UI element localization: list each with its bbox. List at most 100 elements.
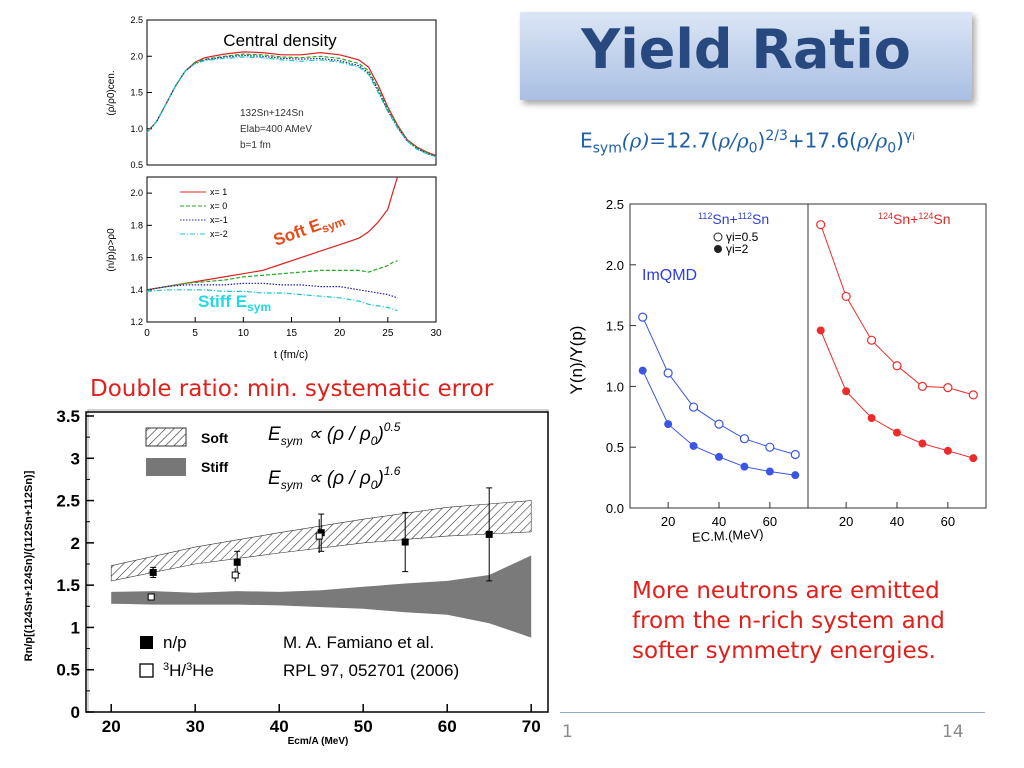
filled-point — [918, 439, 927, 448]
open-point — [688, 402, 699, 412]
footer-left-number: 1 — [562, 722, 573, 742]
lower-legend: x= 1 x= 0 x=-1 x=-2 — [180, 187, 228, 239]
ratio-ytick-label: 0 — [71, 703, 80, 722]
he-point — [315, 532, 323, 540]
open-point — [714, 419, 724, 429]
open-point — [739, 434, 750, 444]
he-sup-2: 3 — [186, 661, 192, 673]
reference-line-1: M. A. Famiano et al. — [283, 633, 434, 652]
formula-close1: ) — [757, 128, 766, 153]
rp-title-c: 124 — [918, 211, 933, 221]
left-panel-title: 112Sn+112Sn — [698, 211, 769, 227]
yield-xtick-label: 40 — [890, 514, 904, 529]
annot-line-2: Elab=400 AMeV — [240, 124, 312, 135]
yield-ratio-chart: Y(n)/Y(p) EC.M.(MeV) 112Sn+112Sn 124Sn+1… — [568, 197, 987, 545]
lower-xtick-label: 0 — [144, 328, 150, 339]
annot-line-1: 132Sn+124Sn — [240, 108, 304, 119]
legend-text-4: x=-2 — [210, 229, 228, 239]
ratio-xtick-label: 60 — [438, 717, 457, 736]
formula-rho2: ρ/ρ — [856, 128, 888, 153]
np-legend-marker — [140, 636, 153, 649]
soft-formula: Esym ∝ (ρ / ρ0)0.5 — [268, 420, 401, 448]
note-line-2: from the n-rich system and — [632, 608, 945, 634]
yield-xlabel: EC.M.(MeV) — [692, 526, 764, 545]
ratio-xtick-label: 30 — [186, 717, 205, 736]
stiff-formula-exp: 1.6 — [384, 464, 401, 478]
yield-ytick-label: 1.5 — [606, 319, 624, 334]
stiff-formula: Esym ∝ (ρ / ρ0)1.6 — [268, 464, 401, 492]
stiff-band — [111, 555, 532, 638]
reference-line-2: RPL 97, 052701 (2006) — [283, 661, 459, 680]
formula-zero2: 0 — [887, 140, 897, 157]
upper-ytick-label: 0.5 — [130, 160, 143, 170]
open-point — [841, 291, 851, 302]
formula-e: E — [580, 128, 593, 153]
ratio-ytick-label: 1 — [71, 618, 80, 637]
filled-legend-marker — [714, 245, 722, 253]
stiff-formula-zero: 0 — [371, 478, 378, 492]
formula-sub: sym — [592, 140, 622, 157]
yield-ylabel: Y(n)/Y(p) — [568, 326, 586, 395]
stiff-formula-sub: sym — [281, 478, 303, 492]
open-point — [866, 335, 877, 345]
np-line-0 — [146, 176, 399, 291]
formula-exp1: 2/3 — [765, 128, 788, 144]
formula-rho1: ρ/ρ — [718, 128, 749, 153]
yield-ytick-label: 2.5 — [606, 197, 624, 212]
density-line-x=0 — [146, 53, 437, 157]
open-point — [663, 368, 673, 378]
stiff-esym-label: Stiff Esym — [198, 292, 271, 314]
annot-line-3: b=1 fm — [240, 140, 271, 151]
lp-title-b: Sn+ — [712, 211, 737, 227]
stiff-formula-rest: ∝ (ρ / ρ — [303, 468, 371, 489]
lower-ylabel: (n/p)ρ>ρ0 — [106, 228, 117, 272]
soft-formula-sub: sym — [281, 434, 303, 448]
lower-xtick-label: 15 — [286, 328, 298, 339]
soft-legend-label: Soft — [201, 430, 229, 446]
soft-formula-rest: ∝ (ρ / ρ — [303, 424, 371, 445]
open-curve-0 — [642, 316, 796, 455]
formula-exp2-i: i — [912, 132, 916, 143]
double-ratio-chart: Rn/p[(124Sn+124Sn)/(112Sn+112Sn)] Ecm/A … — [23, 407, 549, 747]
yield-xtick-label: 20 — [839, 514, 853, 529]
filled-legend-label: γi=2 — [726, 242, 749, 256]
np-line-1 — [146, 260, 398, 291]
lower-xlabel: t (fm/c) — [274, 349, 308, 361]
filled-point — [842, 387, 851, 396]
upper-annotation: 132Sn+124Sn Elab=400 AMeV b=1 fm — [240, 108, 312, 151]
filled-point — [867, 414, 876, 423]
yield-ytick-label: 0.0 — [606, 501, 624, 516]
filled-point — [791, 471, 800, 480]
slide-title: Yield Ratio — [581, 18, 911, 81]
note-line-1: More neutrons are emitted — [632, 578, 940, 604]
ratio-xtick-label: 20 — [102, 717, 121, 736]
double-ratio-caption: Double ratio: min. systematic error — [90, 376, 494, 402]
soft-legend-swatch — [145, 427, 187, 447]
lp-title-c: 112 — [738, 211, 752, 221]
imqmd-label: ImQMD — [642, 267, 697, 284]
rp-title-d: Sn — [933, 211, 950, 227]
yield-xtick-label: 60 — [763, 514, 777, 529]
open-point — [968, 390, 978, 400]
rp-title-b: Sn+ — [893, 211, 918, 227]
he-legend-label: 3H/3He — [163, 661, 214, 680]
lower-xtick-label: 25 — [382, 328, 394, 339]
upper-title: Central density — [223, 31, 337, 50]
filled-point — [969, 454, 978, 463]
lower-xtick-label: 30 — [430, 328, 442, 339]
filled-point — [740, 462, 749, 471]
ratio-ytick-label: 3.5 — [56, 407, 80, 426]
central-density-chart: Central density 132Sn+124Sn Elab=400 AMe… — [106, 15, 442, 361]
filled-point — [664, 420, 673, 429]
lower-xtick-label: 10 — [238, 328, 250, 339]
np-point — [149, 568, 157, 576]
formula-plus: + — [787, 128, 805, 153]
stiff-legend-label: Stiff — [201, 459, 229, 475]
np-point — [485, 530, 493, 538]
he-point — [231, 571, 239, 579]
ratio-ytick-label: 2 — [71, 534, 80, 553]
stiff-legend-swatch — [146, 458, 186, 476]
open-point — [790, 449, 800, 460]
soft-formula-zero: 0 — [371, 434, 378, 448]
np-point — [401, 538, 409, 546]
